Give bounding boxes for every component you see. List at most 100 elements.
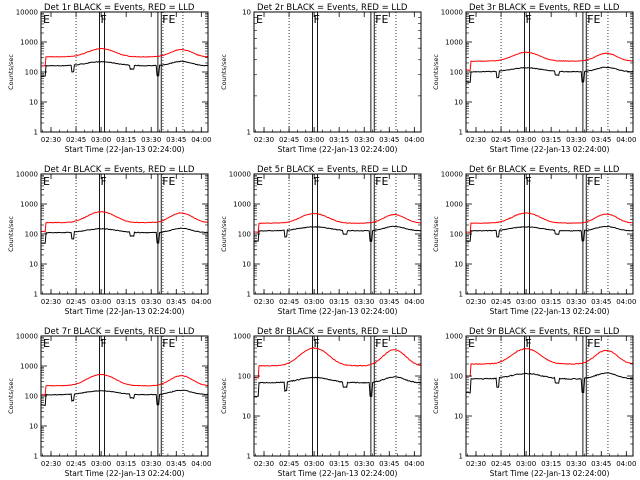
- y-tick-label: 1: [34, 129, 38, 137]
- y-axis-label: Counts/sec: [432, 54, 440, 90]
- x-tick-label: 03:00: [91, 298, 111, 306]
- x-tick-label: 03:30: [566, 136, 586, 144]
- x-axis-label: Start Time (22-Jan-13 02:24:00): [278, 469, 398, 478]
- y-tick-label: 1: [459, 129, 463, 137]
- x-tick-label: 02:30: [41, 298, 61, 306]
- marker-label: E: [43, 13, 50, 26]
- x-tick-label: 02:45: [279, 298, 299, 306]
- series-lld-line: [40, 47, 209, 67]
- x-tick-label: 03:45: [379, 460, 399, 468]
- y-tick-label: 10: [454, 261, 463, 269]
- y-axis-label: Counts/sec: [220, 54, 228, 90]
- x-tick-label: 02:45: [66, 298, 86, 306]
- marker-label: E: [43, 175, 50, 188]
- y-tick-label: 100: [450, 373, 463, 381]
- x-tick-label: 03:00: [91, 136, 111, 144]
- y-tick-label: 100: [25, 69, 38, 77]
- marker-label: E: [256, 337, 263, 350]
- y-axis-label: Counts/sec: [432, 378, 440, 414]
- marker-label: F: [525, 337, 531, 350]
- x-tick-label: 02:30: [466, 136, 486, 144]
- x-tick-label: 03:15: [329, 298, 349, 306]
- marker-label: FE: [162, 337, 175, 350]
- y-tick-label: 1000: [445, 201, 463, 209]
- x-tick-label: 02:45: [491, 298, 511, 306]
- y-tick-label: 1000: [233, 333, 251, 341]
- marker-label: E: [256, 175, 263, 188]
- x-tick-label: 03:45: [166, 298, 186, 306]
- x-tick-label: 04:00: [616, 136, 636, 144]
- x-tick-label: 03:00: [516, 298, 536, 306]
- marker-label: F: [313, 337, 319, 350]
- marker-label: E: [468, 337, 475, 350]
- panel-title: Det 4r BLACK = Events, RED = LLD: [44, 165, 195, 175]
- x-tick-label: 02:30: [466, 460, 486, 468]
- y-tick-label: 10: [454, 99, 463, 107]
- marker-label: FE: [587, 337, 600, 350]
- x-tick-label: 02:45: [491, 460, 511, 468]
- series-events-line: [40, 60, 209, 77]
- panel-title: Det 1r BLACK = Events, RED = LLD: [44, 3, 195, 13]
- panel-title: Det 8r BLACK = Events, RED = LLD: [257, 327, 408, 337]
- series-events-line: [465, 225, 633, 243]
- y-tick-label: 100: [25, 393, 38, 401]
- marker-label: E: [468, 175, 475, 188]
- x-tick-label: 03:30: [566, 298, 586, 306]
- y-axis-label: Counts/sec: [220, 216, 228, 252]
- x-tick-label: 03:00: [304, 136, 324, 144]
- x-tick-label: 02:45: [279, 136, 299, 144]
- marker-label: E: [256, 13, 263, 26]
- x-tick-label: 04:00: [404, 298, 424, 306]
- plot-frame: [253, 11, 422, 133]
- x-tick-label: 04:00: [191, 298, 211, 306]
- x-axis-label: Start Time (22-Jan-13 02:24:00): [490, 307, 610, 316]
- x-tick-label: 04:00: [404, 460, 424, 468]
- x-tick-label: 03:45: [166, 136, 186, 144]
- x-tick-label: 02:30: [466, 298, 486, 306]
- x-tick-label: 03:30: [354, 136, 374, 144]
- x-tick-label: 03:15: [541, 298, 561, 306]
- x-tick-label: 04:00: [616, 298, 636, 306]
- series-events-line: [40, 389, 209, 406]
- y-axis-label: Counts/sec: [7, 54, 15, 90]
- x-axis-label: Start Time (22-Jan-13 02:24:00): [278, 145, 398, 154]
- y-tick-label: 1: [34, 453, 38, 461]
- x-tick-label: 03:45: [591, 460, 611, 468]
- x-tick-label: 03:15: [116, 460, 136, 468]
- y-tick-label: 100: [450, 69, 463, 77]
- marker-label: E: [468, 13, 475, 26]
- marker-label: FE: [375, 13, 388, 26]
- y-tick-label: 100: [238, 373, 251, 381]
- series-lld-line: [253, 212, 422, 233]
- panel-title: Det 3r BLACK = Events, RED = LLD: [469, 3, 620, 13]
- series-events-line: [253, 225, 422, 242]
- marker-label: FE: [162, 175, 175, 188]
- y-tick-label: 1: [247, 291, 251, 299]
- y-tick-label: 1000: [20, 39, 38, 47]
- x-tick-label: 03:30: [354, 298, 374, 306]
- x-tick-label: 03:45: [591, 298, 611, 306]
- y-tick-label: 10: [242, 261, 251, 269]
- y-tick-label: 100: [25, 231, 38, 239]
- x-axis-label: Start Time (22-Jan-13 02:24:00): [65, 307, 185, 316]
- x-tick-label: 03:00: [516, 460, 536, 468]
- x-tick-label: 03:00: [516, 136, 536, 144]
- x-tick-label: 03:30: [566, 460, 586, 468]
- y-tick-label: 10000: [441, 9, 463, 17]
- marker-label: F: [100, 337, 106, 350]
- x-tick-label: 03:15: [541, 136, 561, 144]
- y-tick-label: 10: [454, 413, 463, 421]
- x-tick-label: 04:00: [191, 136, 211, 144]
- series-events-line: [466, 66, 634, 83]
- x-tick-label: 02:30: [254, 298, 274, 306]
- x-tick-label: 03:00: [91, 460, 111, 468]
- x-tick-label: 03:15: [116, 136, 136, 144]
- marker-label: FE: [587, 175, 600, 188]
- x-tick-label: 03:15: [116, 298, 136, 306]
- x-tick-label: 02:45: [66, 136, 86, 144]
